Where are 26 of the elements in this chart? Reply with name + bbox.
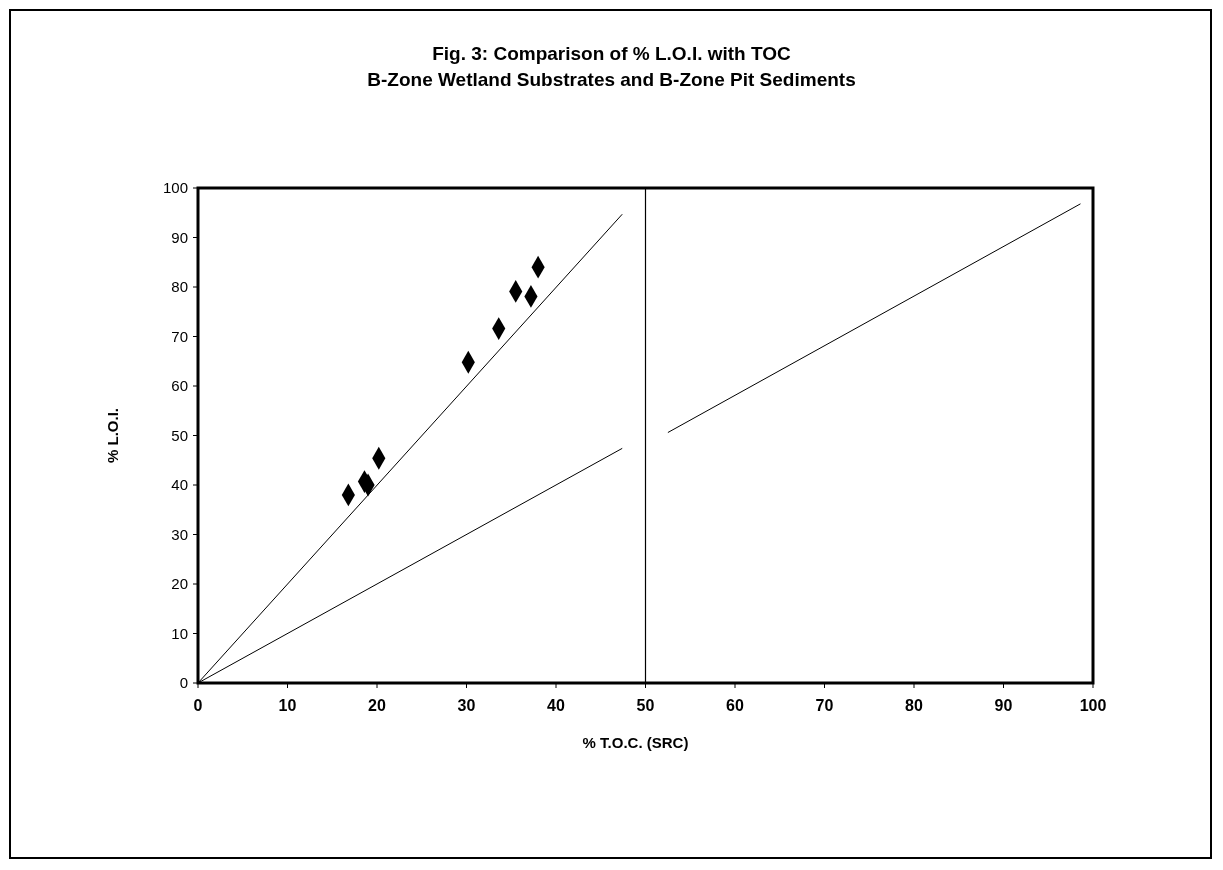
- x-tick-label: 60: [726, 697, 744, 714]
- x-axis-title: % T.O.C. (SRC): [582, 734, 689, 751]
- x-tick-label: 40: [547, 697, 565, 714]
- y-tick-label: 10: [171, 624, 188, 642]
- y-tick-label: 80: [171, 278, 188, 296]
- chart-title: Fig. 3: Comparison of % L.O.I. with TOC: [432, 43, 792, 64]
- y-tick-label: 60: [171, 377, 188, 395]
- x-tick-label: 30: [457, 697, 476, 714]
- y-tick-label: 90: [171, 228, 188, 246]
- y-tick-label: 40: [171, 476, 188, 494]
- x-tick-label: 10: [278, 697, 297, 714]
- y-tick-label: 70: [171, 327, 188, 345]
- x-tick-label: 50: [636, 697, 655, 714]
- x-tick-label: 0: [193, 697, 203, 714]
- y-tick-label: 30: [171, 525, 188, 543]
- chart-subtitle: B-Zone Wetland Substrates and B-Zone Pit Sediments: [367, 69, 856, 90]
- y-tick-label: 20: [171, 575, 188, 593]
- y-axis-title: % L.O.I.: [104, 407, 121, 464]
- y-tick-label: 0: [179, 674, 188, 692]
- y-tick-label: 100: [162, 179, 188, 197]
- x-tick-label: 20: [368, 697, 386, 714]
- x-tick-label: 100: [1079, 697, 1107, 714]
- y-tick-label: 50: [171, 426, 188, 444]
- x-tick-label: 80: [905, 697, 923, 714]
- x-tick-label: 70: [815, 697, 834, 714]
- x-tick-label: 90: [994, 697, 1013, 714]
